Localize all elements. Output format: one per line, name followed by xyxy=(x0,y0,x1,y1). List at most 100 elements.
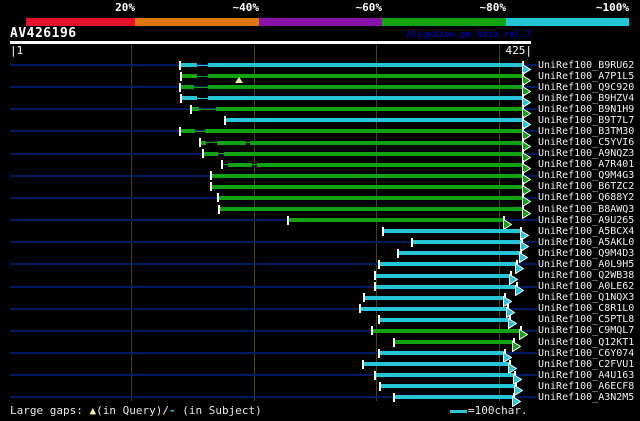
arrowhead-icon[interactable] xyxy=(522,60,532,75)
arrowhead-icon[interactable] xyxy=(519,248,529,264)
alignment-bar-segment[interactable] xyxy=(380,317,509,322)
uniref-label[interactable]: UniRef100_A6ECF8 xyxy=(538,380,635,392)
alignment-bar-segment[interactable] xyxy=(181,129,195,134)
arrowhead-icon[interactable] xyxy=(519,325,529,341)
arrowhead-icon[interactable] xyxy=(503,348,513,363)
arrowhead-icon[interactable] xyxy=(522,159,532,175)
uniref-label[interactable]: UniRef100_C5YVI6 xyxy=(538,137,635,149)
alignment-bar-segment[interactable] xyxy=(208,63,522,67)
uniref-label[interactable]: UniRef100_A7P1L5 xyxy=(538,70,635,82)
alignment-bar-segment[interactable] xyxy=(205,129,522,134)
arrowhead-icon[interactable] xyxy=(522,71,532,86)
alignment-bar-segment[interactable] xyxy=(182,74,197,79)
alignment-bar-segment[interactable] xyxy=(212,184,522,189)
uniref-label[interactable]: UniRef100_A3N2M5 xyxy=(538,391,635,403)
alignment-bar-segment[interactable] xyxy=(220,207,522,212)
alignment-bar-segment[interactable] xyxy=(373,328,520,333)
arrowhead-icon[interactable] xyxy=(522,82,532,98)
alignment-gap-line[interactable] xyxy=(197,75,208,77)
uniref-label[interactable]: UniRef100_C6Y074 xyxy=(538,347,635,359)
alignment-gap-line[interactable] xyxy=(206,142,217,144)
arrowhead-icon[interactable] xyxy=(515,281,525,297)
alignment-bar-segment[interactable] xyxy=(208,74,522,79)
alignment-gap-line[interactable] xyxy=(218,153,224,155)
alignment-bar-segment[interactable] xyxy=(250,140,522,145)
uniref-label[interactable]: UniRef100_A9U265 xyxy=(538,214,635,226)
alignment-gap-line[interactable] xyxy=(195,130,205,132)
arrowhead-icon[interactable] xyxy=(522,181,532,197)
alignment-bar-segment[interactable] xyxy=(376,284,516,289)
arrowhead-icon[interactable] xyxy=(522,115,532,131)
uniref-label[interactable]: UniRef100_C5PTL8 xyxy=(538,314,635,326)
arrowhead-icon[interactable] xyxy=(522,148,532,164)
alignment-bar-segment[interactable] xyxy=(217,140,246,145)
alignment-bar-segment[interactable] xyxy=(226,118,522,123)
alignment-bar-segment[interactable] xyxy=(364,362,509,367)
alignment-gap-line[interactable] xyxy=(246,142,250,144)
arrowhead-icon[interactable] xyxy=(514,381,524,397)
uniref-label[interactable]: UniRef100_B8AWQ3 xyxy=(538,203,635,215)
arrowhead-icon[interactable] xyxy=(520,226,530,242)
alignment-gap-line[interactable] xyxy=(199,108,216,110)
alignment-bar-segment[interactable] xyxy=(399,251,520,256)
uniref-label[interactable]: UniRef100_Q9M4D3 xyxy=(538,247,635,259)
uniref-label[interactable]: UniRef100_Q9C920 xyxy=(538,81,635,93)
arrowhead-icon[interactable] xyxy=(509,270,519,286)
uniref-label[interactable]: UniRef100_C2FVU1 xyxy=(538,358,635,370)
alignment-bar-segment[interactable] xyxy=(228,162,252,167)
alignment-bar-segment[interactable] xyxy=(257,162,522,167)
alignment-gap-line[interactable] xyxy=(197,97,208,99)
uniref-label[interactable]: UniRef100_C8R1L0 xyxy=(538,303,635,315)
uniref-label[interactable]: UniRef100_Q688Y2 xyxy=(538,192,635,204)
arrowhead-icon[interactable] xyxy=(520,237,530,253)
arrowhead-icon[interactable] xyxy=(503,292,513,308)
arrowhead-icon[interactable] xyxy=(522,137,532,153)
arrowhead-icon[interactable] xyxy=(522,93,532,109)
arrowhead-icon[interactable] xyxy=(515,259,525,275)
alignment-bar-segment[interactable] xyxy=(381,384,515,389)
arrowhead-icon[interactable] xyxy=(522,126,532,142)
alignment-gap-line[interactable] xyxy=(252,164,257,166)
alignment-bar-segment[interactable] xyxy=(413,240,521,245)
uniref-label[interactable]: UniRef100_Q9M4G3 xyxy=(538,170,635,182)
alignment-bar-segment[interactable] xyxy=(395,340,513,344)
uniref-label[interactable]: UniRef100_A4U163 xyxy=(538,369,635,381)
uniref-label[interactable]: UniRef100_A7R401 xyxy=(538,159,635,171)
alignment-bar-segment[interactable] xyxy=(365,295,504,300)
alignment-bar-segment[interactable] xyxy=(289,218,503,223)
alignment-gap-line[interactable] xyxy=(194,86,208,88)
alignment-gap-line[interactable] xyxy=(197,64,208,66)
alignment-bar-segment[interactable] xyxy=(224,151,522,156)
arrowhead-icon[interactable] xyxy=(522,104,532,120)
uniref-label[interactable]: UniRef100_B9N1H9 xyxy=(538,103,635,115)
alignment-bar-segment[interactable] xyxy=(216,107,522,112)
alignment-bar-segment[interactable] xyxy=(181,63,197,67)
alignment-bar-segment[interactable] xyxy=(361,306,507,311)
alignment-bar-segment[interactable] xyxy=(380,351,504,356)
alignment-bar-segment[interactable] xyxy=(192,107,199,112)
uniref-label[interactable]: UniRef100_Q12KT1 xyxy=(538,336,635,348)
alignment-bar-segment[interactable] xyxy=(212,173,522,178)
arrowhead-icon[interactable] xyxy=(522,204,532,219)
arrowhead-icon[interactable] xyxy=(522,192,532,208)
uniref-label[interactable]: UniRef100_C9MQL7 xyxy=(538,325,635,337)
alignment-bar-segment[interactable] xyxy=(380,262,516,267)
alignment-bar-segment[interactable] xyxy=(182,96,197,101)
uniref-label[interactable]: UniRef100_B6TZC2 xyxy=(538,181,635,193)
uniref-label[interactable]: UniRef100_A5BCX4 xyxy=(538,225,635,237)
arrowhead-icon[interactable] xyxy=(503,215,513,231)
alignment-bar-segment[interactable] xyxy=(395,395,513,400)
alignment-bar-segment[interactable] xyxy=(208,96,522,101)
uniref-label[interactable]: UniRef100_B3TM30 xyxy=(538,125,635,137)
alignment-bar-segment[interactable] xyxy=(208,85,522,90)
arrowhead-icon[interactable] xyxy=(508,359,518,375)
uniref-label[interactable]: UniRef100_A0L9H5 xyxy=(538,258,635,270)
arrowhead-icon[interactable] xyxy=(512,392,522,408)
uniref-label[interactable]: UniRef100_A9NQZ3 xyxy=(538,148,635,160)
alignment-bar-segment[interactable] xyxy=(181,85,194,90)
alignment-gap-line[interactable] xyxy=(223,164,228,166)
uniref-label[interactable]: UniRef100_B9RU62 xyxy=(538,59,635,71)
uniref-label[interactable]: UniRef100_A5AKL0 xyxy=(538,236,635,248)
arrowhead-icon[interactable] xyxy=(508,314,518,330)
uniref-label[interactable]: UniRef100_Q1NQX3 xyxy=(538,292,635,304)
